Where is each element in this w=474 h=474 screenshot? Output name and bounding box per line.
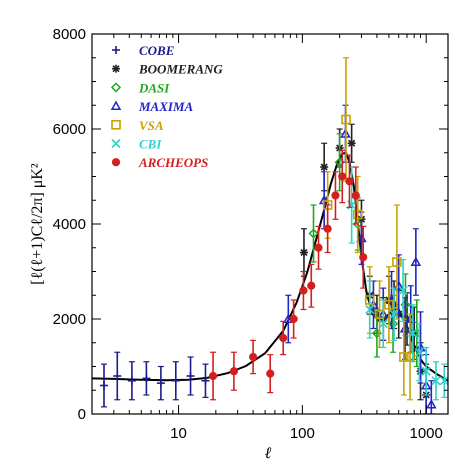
cobe-point	[201, 363, 210, 398]
cobe-point	[142, 361, 151, 396]
series-vsa	[322, 57, 415, 401]
legend-label: BOOMERANG	[138, 62, 223, 77]
archeops-point	[299, 270, 308, 311]
legend-entry-boomerang: BOOMERANG	[112, 62, 223, 77]
y-tick-label: 6000	[53, 121, 86, 138]
vsa-point	[352, 175, 363, 254]
legend-marker	[111, 158, 121, 167]
cobe-point	[171, 361, 180, 401]
legend-marker	[111, 120, 121, 130]
cobe-point	[127, 361, 136, 401]
dasi-point	[308, 204, 319, 263]
maxima-point	[426, 380, 437, 414]
cbi-point	[378, 299, 388, 349]
cbi-point	[365, 280, 375, 339]
archeops-point	[289, 299, 298, 339]
y-axis-label: [ℓ(ℓ+1)Cℓ/2π] μK²	[29, 163, 46, 285]
legend-marker	[112, 46, 120, 54]
cobe-point	[156, 365, 165, 401]
archeops-point	[307, 263, 316, 308]
series-cobe	[99, 351, 210, 408]
series-archeops	[208, 149, 368, 401]
cbi-point	[408, 304, 418, 363]
legend-label: ARCHEOPS	[138, 155, 208, 170]
data-points-layer	[99, 57, 448, 414]
cbi-point	[389, 287, 399, 341]
cobe-point	[113, 351, 122, 401]
legend-entry-maxima: MAXIMA	[110, 99, 194, 114]
archeops-point	[359, 225, 368, 289]
legend-entry-vsa: VSA	[111, 118, 164, 133]
legend-label: VSA	[139, 118, 164, 133]
series-cbi	[347, 166, 448, 401]
x-tick-label: 1000	[410, 425, 443, 442]
archeops-point	[331, 171, 340, 220]
legend-label: COBE	[139, 43, 175, 58]
vsa-point	[399, 318, 409, 396]
archeops-point	[345, 154, 354, 208]
archeops-point	[248, 339, 258, 375]
legend-label: DASI	[138, 80, 170, 95]
vsa-point	[392, 204, 402, 320]
y-tick-label: 0	[78, 406, 86, 423]
legend-marker	[111, 138, 121, 149]
legend-entry-cobe: COBE	[112, 43, 175, 58]
y-tick-label: 8000	[53, 26, 86, 43]
legend-label: CBI	[139, 137, 162, 152]
cbi-point	[439, 363, 448, 398]
x-tick-label: 10	[170, 425, 187, 442]
legend: COBE BOOMERANG DASI MAXIMA VSA CBI ARCHEOPS	[110, 43, 223, 170]
legend-marker	[112, 64, 120, 73]
boomerang-point	[299, 228, 308, 277]
vsa-point	[384, 266, 394, 344]
cbi-point	[398, 259, 408, 322]
archeops-point	[314, 225, 323, 270]
archeops-point	[351, 166, 360, 225]
archeops-point	[323, 204, 332, 254]
archeops-point	[338, 149, 347, 204]
cbi-point	[431, 361, 441, 401]
cobe-point	[99, 363, 108, 408]
maxima-point	[410, 228, 422, 296]
legend-label: MAXIMA	[138, 99, 194, 114]
x-tick-label: 100	[290, 425, 315, 442]
legend-marker	[110, 82, 122, 93]
legend-entry-dasi: DASI	[110, 80, 170, 95]
x-axis-label: ℓ	[265, 445, 272, 462]
archeops-point	[208, 351, 218, 401]
legend-entry-archeops: ARCHEOPS	[111, 155, 208, 170]
series-maxima	[283, 104, 437, 414]
axis-ticks: 0 2000 4000 6000 8000 10 100 1000	[53, 26, 448, 442]
legend-marker	[110, 100, 122, 111]
archeops-point	[229, 351, 239, 391]
cbi-point	[421, 346, 431, 396]
y-tick-label: 2000	[53, 311, 86, 328]
archeops-point	[266, 354, 275, 394]
legend-entry-cbi: CBI	[111, 137, 162, 152]
vsa-point	[405, 313, 415, 401]
archeops-point	[279, 320, 288, 356]
cbi-point	[414, 323, 424, 382]
cobe-point	[186, 356, 195, 396]
y-tick-label: 4000	[53, 216, 86, 233]
